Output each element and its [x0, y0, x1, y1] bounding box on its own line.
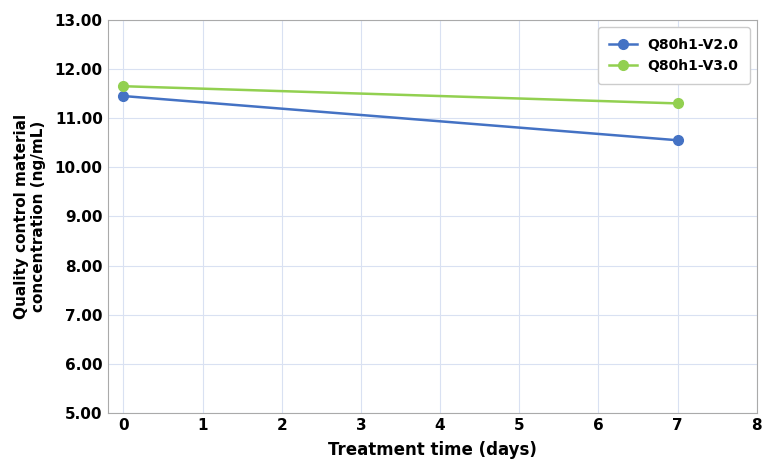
Y-axis label: Quality control material
concentration (ng/mL): Quality control material concentration (…	[14, 114, 47, 319]
X-axis label: Treatment time (days): Treatment time (days)	[327, 441, 537, 459]
Legend: Q80h1-V2.0, Q80h1-V3.0: Q80h1-V2.0, Q80h1-V3.0	[598, 27, 750, 84]
